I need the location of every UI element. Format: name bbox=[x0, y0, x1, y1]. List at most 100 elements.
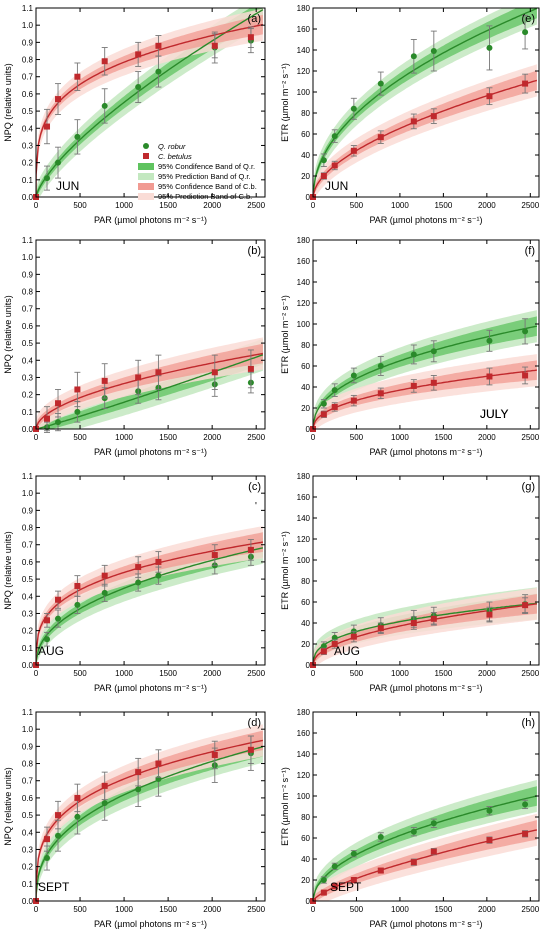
plot-frame bbox=[35, 711, 266, 902]
x-tick-label: 500 bbox=[350, 669, 364, 678]
plot-area bbox=[36, 8, 264, 197]
cb-point bbox=[74, 73, 81, 80]
cb-point bbox=[135, 564, 142, 571]
x-tick-label: 1500 bbox=[434, 201, 452, 210]
y-tick-label: 140 bbox=[297, 750, 311, 759]
x-tick-label: 2000 bbox=[478, 433, 496, 442]
cb-point bbox=[350, 877, 357, 883]
panel-b: 0.0 0.1 0.2 0.3 0.4 0.5 0.6 0.7 0.8 0.9 1.0 1.1 0 500… bbox=[3, 236, 508, 457]
y-tick-label: 60 bbox=[301, 130, 310, 139]
plot-area bbox=[36, 526, 264, 665]
y-tick-label: 0.4 bbox=[22, 124, 34, 133]
panel-letter: (a) bbox=[248, 13, 261, 25]
qr-point bbox=[155, 572, 162, 579]
qr-point bbox=[377, 80, 384, 87]
y-tick-label: 0.1 bbox=[22, 880, 34, 889]
y-tick-label: 140 bbox=[297, 46, 311, 55]
panel-d: 0.0 0.1 0.2 0.3 0.4 0.5 0.6 0.7 0.8 0.9 1.0 1.1 0 500… bbox=[3, 708, 266, 929]
qr-point bbox=[430, 348, 437, 355]
y-tick-label: 180 bbox=[297, 708, 311, 717]
cb-point bbox=[155, 760, 162, 767]
y-tick-label: 1.1 bbox=[22, 472, 34, 481]
cb-fit-line bbox=[313, 603, 537, 665]
x-tick-label: 500 bbox=[350, 201, 364, 210]
legend-qr-label: Q. robur bbox=[158, 142, 186, 151]
x-tick-label: 2500 bbox=[521, 669, 539, 678]
cb-point bbox=[377, 867, 384, 874]
x-tick-label: 0 bbox=[311, 201, 316, 210]
y-tick-label: 0.7 bbox=[22, 73, 34, 82]
y-tick-label: 160 bbox=[297, 493, 311, 502]
x-tick-label: 0 bbox=[34, 669, 39, 678]
y-tick-label: 180 bbox=[297, 236, 311, 245]
cb-point bbox=[350, 397, 357, 404]
cb-point bbox=[522, 80, 529, 87]
legend-swatch bbox=[138, 163, 154, 170]
y-tick-label: 1.1 bbox=[22, 708, 34, 717]
y-tick-label: 0.2 bbox=[22, 159, 34, 168]
cb-point bbox=[320, 648, 327, 655]
x-tick-label: 2500 bbox=[247, 905, 265, 914]
cb-point bbox=[486, 837, 493, 844]
cb-point bbox=[55, 96, 62, 103]
qr-point bbox=[55, 832, 62, 839]
x-tick-label: 1000 bbox=[115, 905, 133, 914]
y-tick-label: 0.1 bbox=[22, 176, 34, 185]
panel-h: 0 20 40 60 80 100 120 140 160 180 0 500 1000 1500 2000… bbox=[280, 708, 540, 929]
y-tick-label: 0.9 bbox=[22, 506, 34, 515]
qr-point bbox=[350, 850, 357, 857]
y-tick-label: 0.5 bbox=[22, 339, 34, 348]
qr-point bbox=[430, 820, 437, 827]
cb-point bbox=[430, 615, 437, 622]
x-tick-label: 2500 bbox=[521, 201, 539, 210]
x-tick-label: 500 bbox=[73, 669, 87, 678]
x-tick-label: 500 bbox=[350, 905, 364, 914]
qr-fit-line bbox=[36, 746, 264, 901]
y-tick-label: 0 bbox=[306, 193, 311, 202]
y-tick-label: 80 bbox=[301, 577, 310, 586]
cb-point bbox=[331, 641, 338, 647]
legend-swatch bbox=[138, 183, 154, 190]
cb-point bbox=[44, 415, 51, 422]
qr-point bbox=[486, 337, 493, 344]
y-tick-label: 0.6 bbox=[22, 794, 34, 803]
plot-area bbox=[313, 587, 537, 665]
y-tick-label: 0.6 bbox=[22, 558, 34, 567]
y-tick-label: 0.9 bbox=[22, 38, 34, 47]
qr-point bbox=[320, 877, 327, 883]
panel-c: 0.0 0.1 0.2 0.3 0.4 0.5 0.6 0.7 0.8 0.9 1.0 1.1 0 500… bbox=[3, 472, 266, 693]
legend-band-label: 95% Prediction Band of Q.r. bbox=[158, 172, 251, 181]
legend-cb-symbol bbox=[143, 153, 149, 159]
y-tick-label: 100 bbox=[297, 88, 311, 97]
cb-fit-line bbox=[36, 541, 264, 665]
cb-point bbox=[101, 58, 108, 65]
qr-point bbox=[350, 105, 357, 112]
y-tick-label: 120 bbox=[297, 771, 311, 780]
y-tick-label: 0.0 bbox=[22, 425, 34, 434]
month-label: JUN bbox=[56, 179, 79, 193]
qr-point bbox=[74, 601, 81, 608]
qr-point bbox=[74, 813, 81, 820]
qr-point bbox=[486, 44, 493, 51]
x-axis-label: PAR (µmol photons m⁻² s⁻¹) bbox=[369, 919, 482, 929]
y-tick-label: 40 bbox=[301, 619, 310, 628]
y-tick-label: 0.4 bbox=[22, 828, 34, 837]
month-label: JUN bbox=[325, 179, 348, 193]
y-tick-label: 0.6 bbox=[22, 90, 34, 99]
x-tick-label: 1500 bbox=[159, 669, 177, 678]
cb-point bbox=[350, 147, 357, 154]
cb-point bbox=[430, 113, 437, 120]
x-tick-label: 2500 bbox=[521, 905, 539, 914]
cb-point bbox=[320, 889, 327, 896]
y-tick-label: 0.4 bbox=[22, 592, 34, 601]
panel-a: 0.0 0.1 0.2 0.3 0.4 0.5 0.6 0.7 0.8 0.9 1.0 1.1 0 500… bbox=[3, 4, 266, 225]
cb-fit-line bbox=[313, 829, 538, 901]
y-axis-label: ETR (µmol m⁻² s⁻¹) bbox=[280, 531, 290, 610]
x-tick-label: 2000 bbox=[478, 905, 496, 914]
y-tick-label: 80 bbox=[301, 341, 310, 350]
x-tick-label: 1000 bbox=[391, 201, 409, 210]
cb-point bbox=[377, 625, 384, 632]
qr-fit-line bbox=[36, 547, 264, 665]
y-tick-label: 0.8 bbox=[22, 56, 34, 65]
